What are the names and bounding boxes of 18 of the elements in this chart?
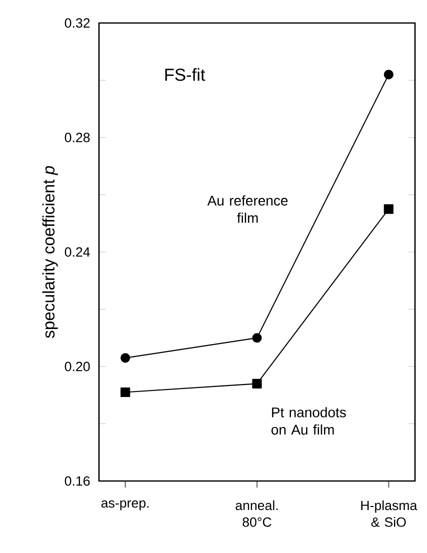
series-label: Pt nanodots on Au film (272, 407, 346, 435)
point (120, 387, 130, 398)
point (252, 378, 262, 388)
point (384, 70, 394, 80)
y-tick-label: 0.20 (64, 362, 90, 372)
point (252, 333, 262, 343)
point (384, 204, 394, 214)
y-axis-title: specularity coefficient p (42, 166, 58, 338)
annotation: FS-fit (165, 68, 206, 81)
x-tick-label: H-plasma & SiO (361, 500, 418, 527)
point (120, 353, 130, 363)
x-tick-label: anneal. 80°C (236, 500, 278, 527)
series-label: Au reference film (207, 195, 288, 223)
y-tick-label: 0.16 (64, 476, 90, 486)
x-tick-label: as-prep. (101, 500, 149, 510)
y-tick-label: 0.28 (64, 132, 90, 142)
y-tick-label: 0.32 (64, 18, 90, 28)
y-tick-label: 0.24 (64, 247, 90, 257)
